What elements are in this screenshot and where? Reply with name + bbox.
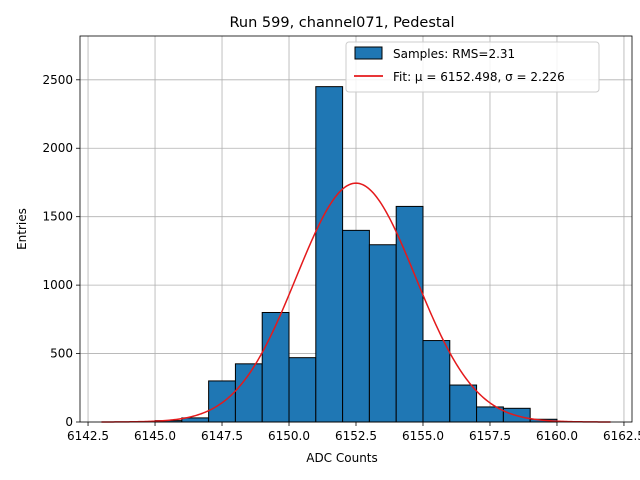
x-tick-label: 6142.5 xyxy=(67,429,109,443)
histogram-bar xyxy=(234,363,263,423)
x-tick-label: 6162.5 xyxy=(603,429,640,443)
x-tick-label: 6145.0 xyxy=(134,429,176,443)
y-tick-label: 0 xyxy=(65,415,73,429)
x-tick-label: 6157.5 xyxy=(469,429,511,443)
y-tick-label: 2500 xyxy=(42,73,73,87)
histogram-bar xyxy=(422,340,451,423)
y-tick-label: 1500 xyxy=(42,210,73,224)
legend-box xyxy=(345,41,600,93)
histogram-bar xyxy=(342,229,370,423)
legend: Samples: RMS=2.31 Fit: μ = 6152.498, σ =… xyxy=(345,41,600,93)
chart-title: Run 599, channel071, Pedestal xyxy=(229,15,454,31)
histogram-bar xyxy=(368,244,397,423)
y-tick-label: 2000 xyxy=(42,141,73,155)
histogram-bar xyxy=(288,357,317,423)
legend-label-samples: Samples: RMS=2.31 xyxy=(393,47,515,61)
x-tick-label: 6152.5 xyxy=(335,429,377,443)
x-tick-label: 6160.0 xyxy=(536,429,578,443)
y-axis-label: Entries xyxy=(15,208,29,250)
x-tick-label: 6150.0 xyxy=(268,429,310,443)
histogram-bar xyxy=(395,205,424,423)
histogram-bar xyxy=(449,384,478,423)
y-tick-label: 500 xyxy=(50,347,73,361)
histogram-bar xyxy=(261,311,290,423)
legend-label-fit: Fit: μ = 6152.498, σ = 2.226 xyxy=(393,70,565,84)
histogram-bars xyxy=(154,86,558,423)
x-tick-label: 6155.0 xyxy=(402,429,444,443)
x-tick-label: 6147.5 xyxy=(201,429,243,443)
x-axis-label: ADC Counts xyxy=(306,451,378,465)
histogram-bar xyxy=(315,86,344,423)
legend-swatch-samples xyxy=(354,46,383,60)
x-axis-ticks: 6142.5 6145.0 6147.5 6150.0 6152.5 6155.0 6157… xyxy=(67,422,640,443)
y-tick-label: 1000 xyxy=(42,278,73,292)
gaussian-fit-curve xyxy=(101,182,611,423)
histogram-bar xyxy=(208,380,236,423)
y-axis-ticks: 0 500 1000 1500 2000 2500 xyxy=(42,73,80,429)
